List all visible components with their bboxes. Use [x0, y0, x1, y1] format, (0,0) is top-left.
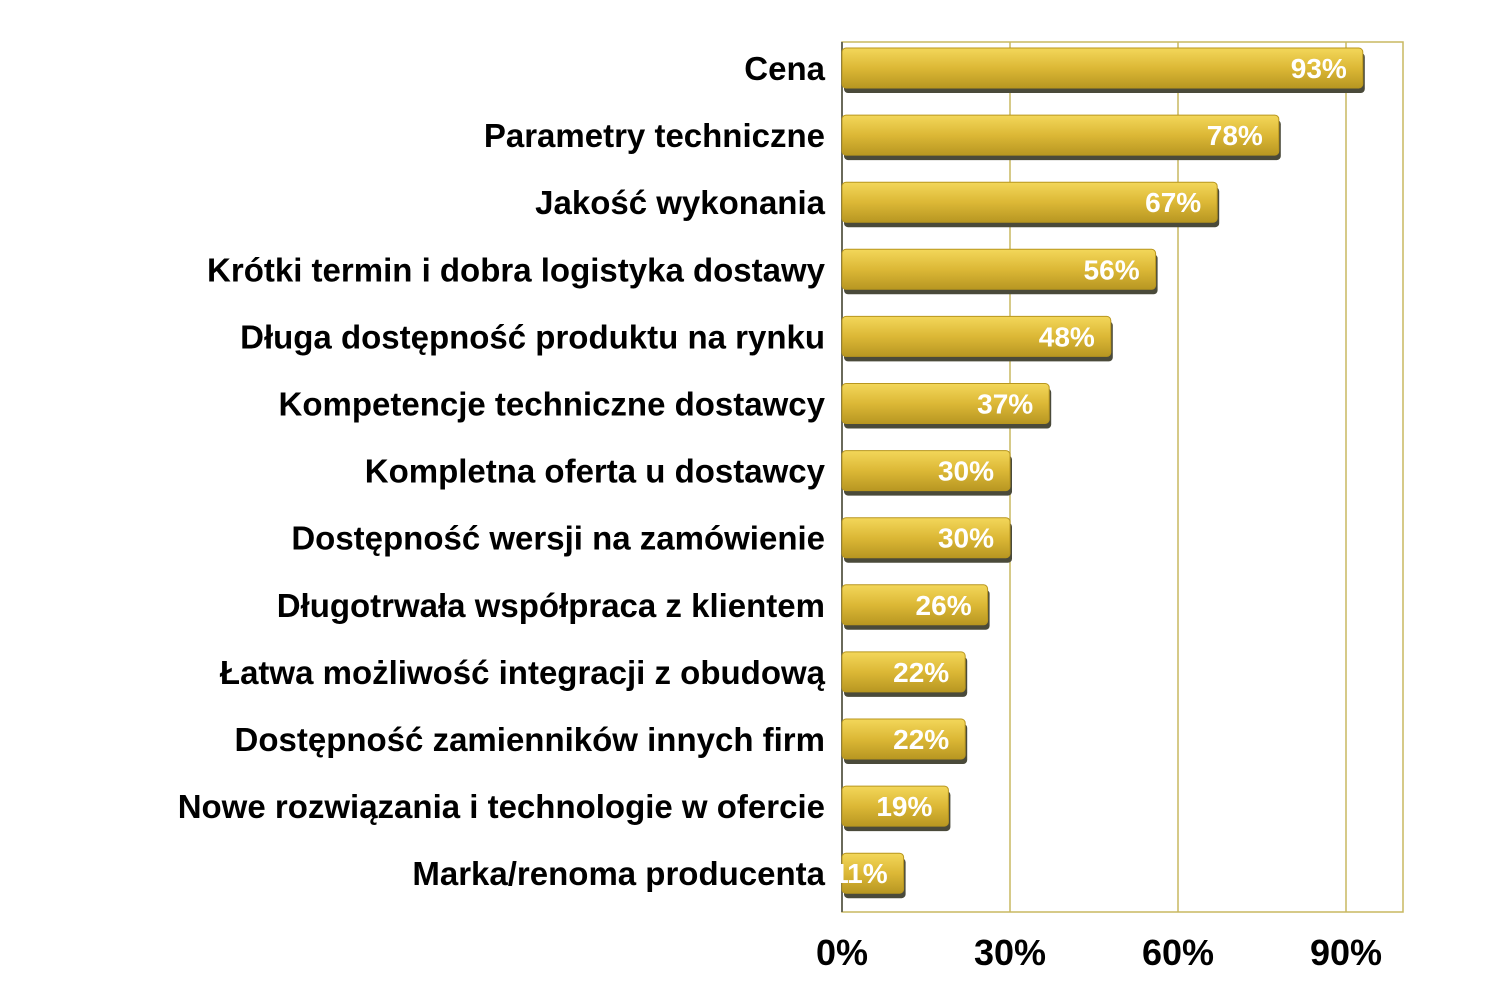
bar-group: 48% — [841, 315, 1113, 362]
bar-value-label: 93% — [1291, 53, 1347, 84]
bar-value-label: 11% — [833, 858, 888, 889]
category-label: Dostępność zamienników innych firm — [235, 721, 825, 758]
category-label: Jakość wykonania — [535, 184, 825, 221]
x-tick-label: 30% — [974, 932, 1046, 973]
category-label: Długa dostępność produktu na rynku — [240, 318, 825, 355]
bar-value-label: 78% — [1207, 120, 1263, 151]
bar-group: 19% — [841, 785, 951, 832]
bar-group: 37% — [841, 383, 1052, 429]
bar-value-label: 30% — [938, 456, 994, 487]
x-axis-tick-labels: 0% 30% 60% 90% — [816, 932, 1382, 973]
category-label: Dostępność wersji na zamówienie — [291, 520, 825, 557]
bar — [841, 584, 989, 626]
x-tick-label: 60% — [1142, 932, 1214, 973]
bars: 93% 78% 67% 56% 48% 37% 30% 30% 26% 22% 22% 19% 11% — [833, 47, 1365, 899]
bar — [841, 47, 1364, 89]
bar-group: 56% — [841, 248, 1158, 295]
x-tick-label: 0% — [816, 932, 868, 973]
category-label: Marka/renoma producenta — [412, 855, 825, 892]
category-label: Parametry techniczne — [484, 117, 825, 154]
bar-value-label: 37% — [977, 389, 1033, 420]
category-label: Łatwa możliwość integracji z obudową — [220, 654, 826, 691]
bar — [841, 181, 1218, 223]
category-label: Kompletna oferta u dostawcy — [365, 453, 826, 490]
bar-value-label: 22% — [893, 657, 949, 688]
category-labels: Cena Parametry techniczne Jakość wykonania… — [178, 50, 826, 892]
bar-group: 26% — [841, 584, 990, 630]
bar-value-label: 22% — [893, 724, 949, 755]
bar-group: 30% — [841, 450, 1012, 496]
bar-group: 11% — [833, 852, 906, 899]
bar-value-label: 19% — [876, 791, 932, 822]
bar-group: 22% — [841, 651, 968, 697]
bar-value-label: 56% — [1084, 254, 1140, 285]
bar — [841, 517, 1011, 559]
bar — [841, 248, 1157, 290]
category-label: Kompetencje techniczne dostawcy — [279, 386, 826, 423]
bar-value-label: 30% — [938, 523, 994, 554]
bar-value-label: 48% — [1039, 321, 1095, 352]
category-label: Nowe rozwiązania i technologie w ofercie — [178, 788, 825, 825]
bar — [841, 718, 966, 760]
bar — [841, 651, 966, 693]
bar-group: 30% — [841, 517, 1012, 563]
bar — [841, 852, 905, 894]
category-label: Cena — [744, 50, 825, 87]
bar — [841, 450, 1011, 492]
bar — [841, 383, 1050, 424]
bar-group: 67% — [841, 181, 1220, 228]
bar — [841, 315, 1112, 357]
category-label: Krótki termin i dobra logistyka dostawy — [207, 251, 826, 288]
bar — [841, 114, 1280, 156]
x-tick-label: 90% — [1310, 932, 1382, 973]
category-label: Długotrwała współpraca z klientem — [277, 587, 825, 624]
bar-value-label: 26% — [916, 590, 972, 621]
bar-value-label: 67% — [1145, 187, 1201, 218]
bar-group: 22% — [841, 718, 968, 764]
bar-group: 93% — [841, 47, 1365, 93]
bar — [841, 785, 949, 827]
bar-group: 78% — [841, 114, 1281, 161]
